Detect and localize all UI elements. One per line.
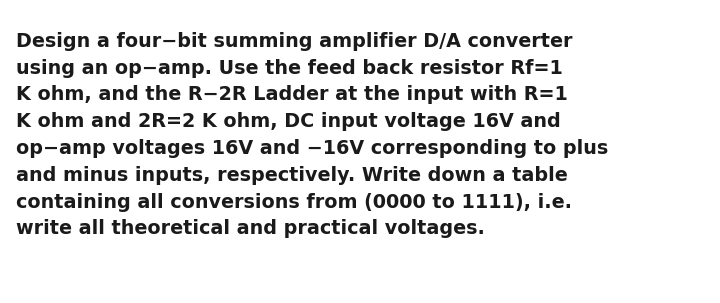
Text: Design a four−bit summing amplifier D/A converter
using an op−amp. Use the feed : Design a four−bit summing amplifier D/A …	[16, 32, 608, 238]
